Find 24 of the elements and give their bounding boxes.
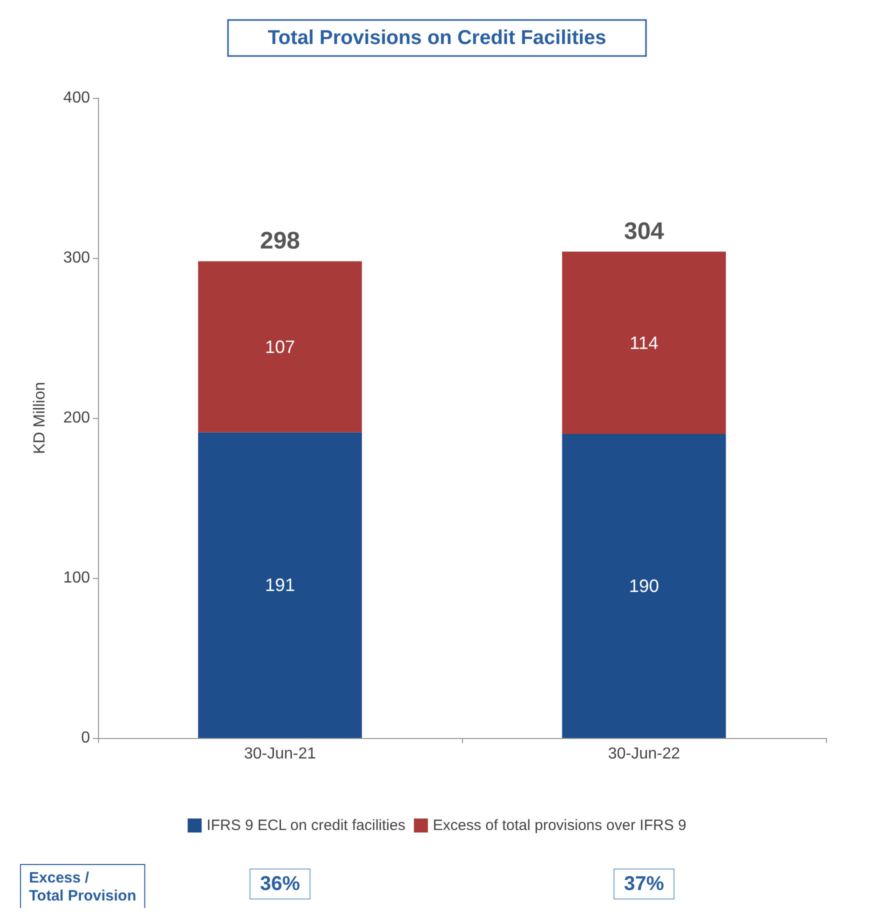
- x-tick-label: 30-Jun-21: [244, 746, 316, 762]
- data-label: 190: [628, 576, 660, 596]
- y-tick-label: 0: [81, 730, 90, 746]
- data-label: 114: [630, 332, 658, 353]
- y-tick-label: 100: [63, 570, 90, 586]
- bar: [198, 261, 362, 432]
- text: 36%: [260, 873, 300, 895]
- text: 37%: [624, 873, 664, 895]
- x-tick-label: 30-Jun-22: [608, 746, 680, 762]
- y-axis-title: KD Million: [32, 382, 48, 454]
- bar: [198, 432, 362, 738]
- total-label: 304: [624, 218, 665, 246]
- legend-label: Excess of total provisions over IFRS 9: [432, 817, 686, 834]
- y-tick-label: 200: [63, 410, 90, 426]
- y-tick-label: 400: [63, 90, 90, 106]
- bar: [562, 252, 726, 434]
- total-label: 298: [260, 228, 300, 255]
- data-label: 191: [264, 575, 296, 596]
- data-label: 107: [264, 336, 296, 357]
- y-tick-label: 300: [63, 250, 90, 266]
- text: Excess / Total Provision: [29, 870, 136, 904]
- legend-label: IFRS 9 ECL on credit facilities: [206, 817, 406, 834]
- chart-title: Total Provisions on Credit Facilities: [268, 27, 606, 49]
- bar: [562, 434, 726, 738]
